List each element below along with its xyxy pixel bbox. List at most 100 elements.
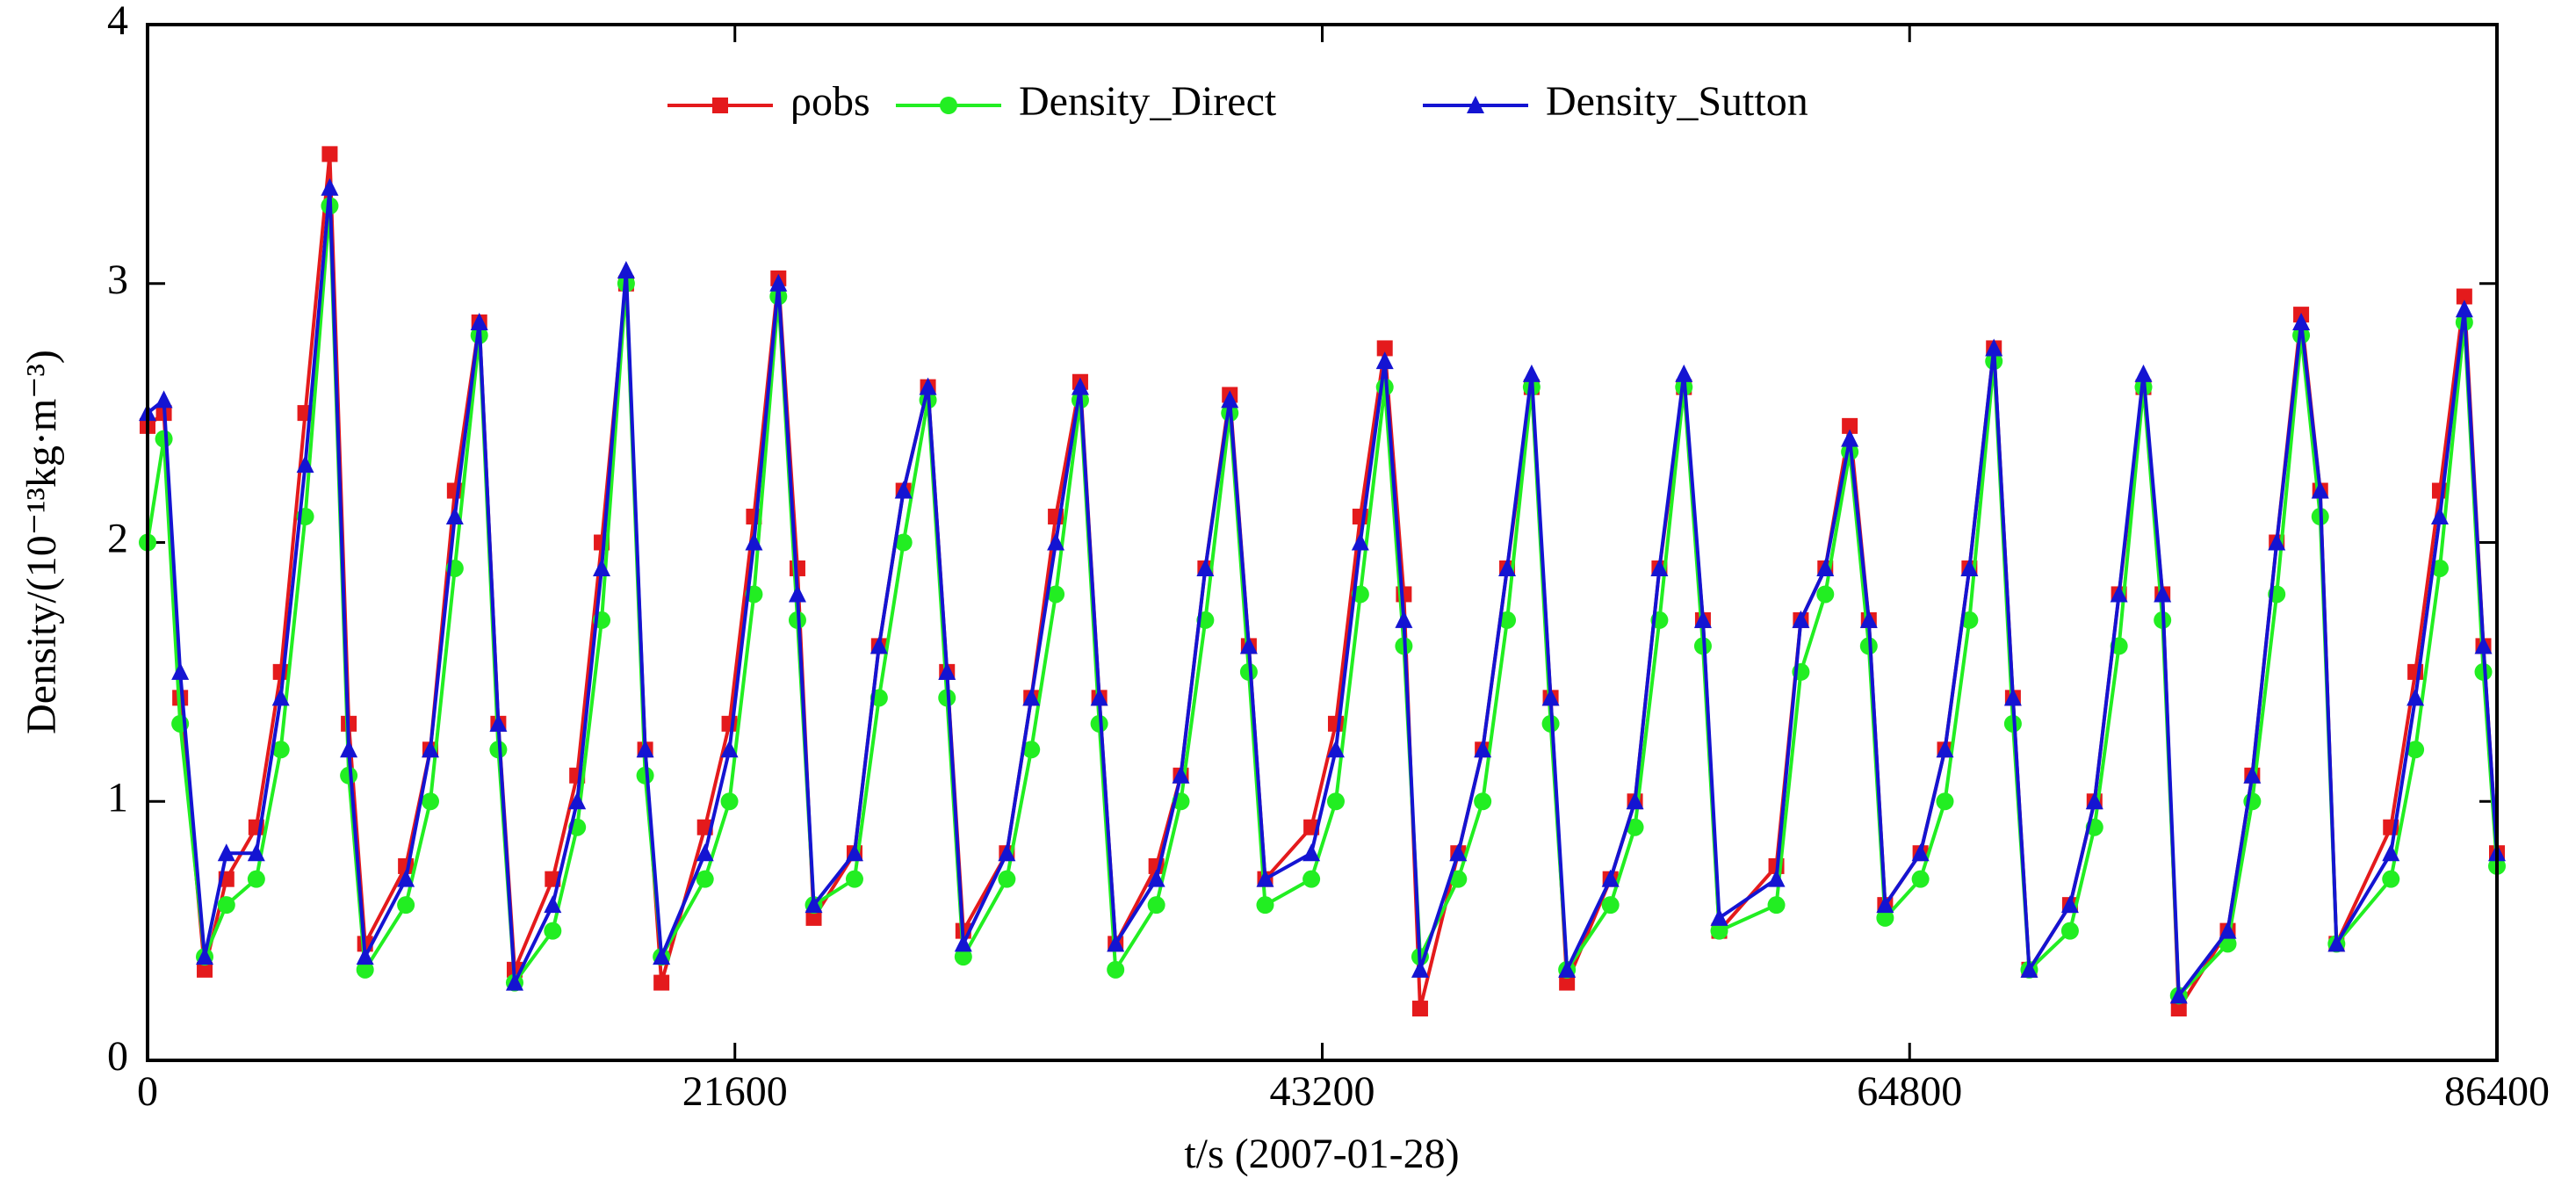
- marker: [1650, 558, 1669, 576]
- marker: [1326, 792, 1345, 811]
- marker: [869, 636, 888, 654]
- marker: [1601, 896, 1620, 915]
- marker: [445, 507, 464, 525]
- marker: [1522, 364, 1541, 382]
- marker: [1558, 959, 1577, 978]
- marker: [271, 688, 290, 706]
- marker: [894, 533, 913, 552]
- marker: [593, 558, 611, 576]
- marker: [1172, 765, 1190, 784]
- marker: [1395, 610, 1413, 628]
- marker: [1710, 907, 1728, 926]
- marker: [2474, 636, 2493, 654]
- marker: [321, 146, 338, 163]
- marker: [2430, 559, 2449, 577]
- marker: [1474, 740, 1492, 758]
- x-tick-label: 21600: [682, 1068, 788, 1115]
- marker: [2219, 921, 2237, 939]
- marker: [2169, 986, 2188, 1004]
- legend-label: Density_Direct: [1019, 78, 1277, 125]
- marker: [712, 98, 728, 113]
- marker: [1474, 792, 1492, 811]
- marker: [2456, 288, 2472, 305]
- marker: [998, 843, 1016, 862]
- marker: [2406, 741, 2425, 759]
- marker: [720, 740, 739, 758]
- marker: [1375, 351, 1394, 370]
- marker: [272, 663, 289, 680]
- marker: [1675, 364, 1693, 382]
- x-tick-label: 64800: [1857, 1068, 1962, 1115]
- x-tick-label: 0: [137, 1068, 158, 1115]
- marker: [1859, 610, 1878, 628]
- marker: [544, 895, 562, 914]
- marker: [247, 843, 265, 862]
- marker: [2110, 584, 2128, 603]
- marker: [1411, 959, 1429, 978]
- marker: [397, 896, 415, 915]
- marker: [1090, 688, 1108, 706]
- marker: [1601, 869, 1620, 887]
- data-line: [146, 185, 2499, 998]
- marker: [1936, 740, 1954, 758]
- marker: [217, 896, 235, 915]
- marker: [2060, 895, 2079, 914]
- marker: [2430, 507, 2449, 525]
- marker: [2382, 843, 2400, 862]
- marker: [938, 662, 956, 680]
- y-tick-label: 3: [107, 257, 128, 303]
- marker: [998, 870, 1016, 888]
- marker: [1022, 688, 1041, 706]
- marker: [2292, 312, 2311, 330]
- x-tick-label: 86400: [2444, 1068, 2550, 1115]
- marker: [894, 481, 913, 499]
- marker: [1911, 870, 1930, 888]
- marker: [2020, 959, 2038, 978]
- marker: [1792, 610, 1810, 628]
- marker: [2154, 584, 2172, 603]
- marker: [544, 922, 562, 940]
- marker: [470, 312, 488, 330]
- marker: [1147, 896, 1165, 915]
- marker: [568, 792, 587, 810]
- y-tick-label: 4: [107, 0, 128, 44]
- marker: [1022, 741, 1041, 759]
- marker: [171, 662, 190, 680]
- marker: [1302, 843, 1321, 862]
- marker: [1256, 869, 1274, 887]
- x-tick-label: 43200: [1270, 1068, 1375, 1115]
- marker: [1876, 908, 1894, 927]
- marker: [196, 947, 214, 965]
- marker: [1911, 843, 1930, 862]
- marker: [1302, 870, 1321, 888]
- marker: [1498, 558, 1517, 576]
- marker: [1376, 340, 1393, 357]
- marker: [1767, 869, 1786, 887]
- marker: [2085, 792, 2103, 810]
- marker: [2243, 765, 2262, 784]
- marker: [489, 713, 508, 732]
- marker: [617, 261, 635, 279]
- marker: [1767, 896, 1786, 915]
- marker: [1107, 960, 1125, 979]
- marker: [1047, 585, 1065, 604]
- marker: [636, 740, 654, 758]
- marker: [1107, 934, 1125, 952]
- marker: [1960, 611, 1979, 629]
- marker: [2134, 364, 2153, 382]
- marker: [1327, 715, 1344, 732]
- marker: [721, 715, 738, 732]
- marker: [1626, 792, 1644, 810]
- marker: [919, 377, 937, 395]
- marker: [321, 177, 339, 196]
- marker: [421, 740, 439, 758]
- marker: [340, 740, 358, 758]
- marker: [1876, 895, 1894, 914]
- marker: [1467, 96, 1484, 113]
- marker: [1221, 390, 1239, 409]
- marker: [2003, 688, 2022, 706]
- marker: [421, 792, 439, 811]
- marker: [769, 273, 788, 292]
- marker: [2268, 532, 2286, 551]
- plot-frame: [146, 23, 2499, 1062]
